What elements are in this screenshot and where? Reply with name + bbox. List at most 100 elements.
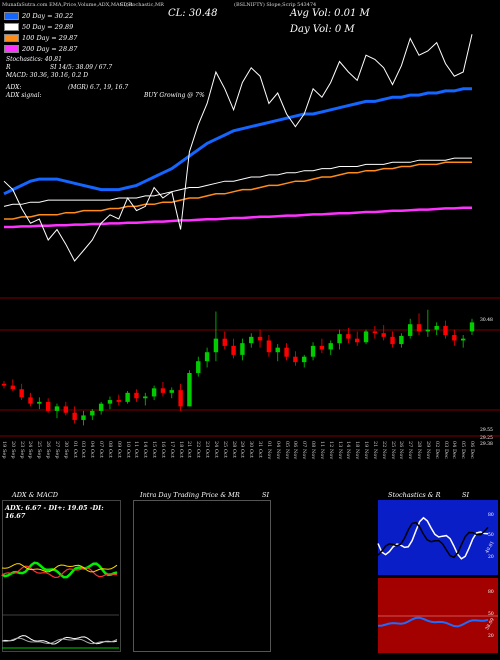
- stoch-tick-20: 20: [488, 555, 494, 560]
- candle-body: [381, 333, 386, 337]
- candle-body: [346, 334, 351, 339]
- candle-body: [98, 403, 104, 411]
- candle-body: [125, 392, 130, 402]
- candle-body: [28, 397, 33, 404]
- date-tick: 25 Oct: [221, 441, 228, 458]
- date-tick: 30 Oct: [248, 441, 255, 458]
- stoch-panel-si: SI: [462, 491, 470, 499]
- candle-body: [90, 410, 95, 416]
- date-tick: 02 Dec: [433, 441, 440, 459]
- candle-body: [363, 331, 369, 343]
- header-title-mid: SI,Stochastic,MR: [120, 2, 164, 8]
- adx-signal-value: BUY Growing @ 7%: [144, 92, 205, 99]
- candle-body: [355, 338, 360, 343]
- date-tick: 23 Sep: [18, 441, 25, 459]
- date-tick: 07 Oct: [98, 441, 105, 458]
- candle-body: [143, 396, 148, 399]
- candle-body: [407, 324, 413, 336]
- legend-ema20-swatch: [4, 11, 19, 20]
- date-tick: 25 Sep: [36, 441, 43, 459]
- legend-ema200-swatch: [4, 44, 19, 53]
- candle-body: [81, 415, 86, 420]
- macd-info: MACD: 30.36, 30.16, 0.2 D: [6, 72, 89, 79]
- rsi-lines: [377, 615, 498, 628]
- date-tick: 01 Oct: [71, 441, 78, 458]
- candle-body: [372, 331, 378, 334]
- candle-body: [240, 343, 245, 355]
- date-tick: 18 Oct: [177, 441, 184, 458]
- header-title-right: (BSLNIFTY) Slope,Scrip 543474: [234, 2, 317, 8]
- adx-text: ADX: 6.67 - DI+: 19.05 -DI: 16.67: [5, 504, 104, 520]
- date-tick: 03 Oct: [80, 441, 87, 458]
- candle-body: [399, 335, 404, 345]
- candle-body: [134, 392, 139, 399]
- stoch-panel: [378, 500, 498, 575]
- legend-ema50-swatch: [4, 22, 19, 31]
- ema-line-1: [3, 87, 472, 196]
- candle-body: [390, 336, 395, 345]
- date-tick: 24 Sep: [27, 441, 34, 459]
- price-label-low1: 29.55: [480, 428, 493, 433]
- candle-body: [425, 329, 431, 332]
- rsi-panel: [378, 578, 498, 653]
- legend-ema20-label: 20 Day = 30.22: [22, 11, 74, 20]
- date-tick: 07 Nov: [301, 441, 308, 460]
- legend-ema50: 50 Day = 29.89: [4, 21, 77, 32]
- stoch-d-line: [377, 521, 489, 559]
- date-tick: 08 Oct: [106, 441, 113, 458]
- date-tick: 28 Nov: [416, 441, 423, 460]
- candle-body: [460, 338, 466, 341]
- date-tick: 12 Nov: [327, 441, 334, 460]
- candle-body: [37, 401, 42, 404]
- date-tick: 28 Oct: [230, 441, 237, 458]
- stoch-lines: [377, 516, 489, 560]
- date-tick: 23 Oct: [204, 441, 211, 458]
- candle-body: [63, 406, 69, 413]
- candle-body: [169, 390, 174, 393]
- candle-body: [196, 361, 201, 373]
- candle-body: [10, 385, 16, 390]
- date-tick: 25 Nov: [389, 441, 396, 460]
- candle-body: [187, 372, 192, 407]
- date-tick: 03 Dec: [442, 441, 449, 459]
- adx-signal-label: ADX signal:: [6, 92, 42, 99]
- date-tick: 11 Nov: [318, 441, 325, 460]
- legend-ema200-label: 200 Day = 28.87: [22, 44, 78, 53]
- candle-body: [222, 338, 227, 346]
- day-volume-label: Day Vol: 0 M: [290, 24, 355, 35]
- date-tick: 22 Nov: [380, 441, 387, 460]
- date-tick: 05 Dec: [460, 441, 467, 459]
- date-tick: 08 Nov: [310, 441, 317, 460]
- ema-line-2: [3, 157, 472, 207]
- candle-body: [310, 345, 316, 357]
- close-price-line: [3, 34, 473, 262]
- price-label-low3: 29.38: [480, 442, 493, 447]
- candle-body: [45, 401, 51, 411]
- date-tick: 19 Sep: [1, 441, 7, 459]
- adx-info-value: (MGR) 6.7, 19, 16.7: [68, 84, 129, 91]
- date-tick: 26 Sep: [45, 441, 52, 459]
- candle-body: [160, 388, 166, 393]
- candle-body: [452, 335, 457, 341]
- ema-legend: 20 Day = 30.22 50 Day = 29.89 100 Day = …: [4, 10, 77, 54]
- candle-body: [328, 343, 333, 350]
- candle-body: [434, 326, 439, 330]
- date-tick: 26 Nov: [398, 441, 405, 460]
- candle-body: [204, 352, 210, 362]
- rsi-tick-50: 50: [488, 612, 494, 617]
- legend-ema100-swatch: [4, 33, 19, 42]
- candle-body: [19, 389, 24, 398]
- price-label-current: 30.48: [480, 318, 493, 323]
- candle-body: [302, 356, 307, 363]
- stoch-panel-title: Stochastics & R: [388, 491, 441, 499]
- candle-body: [72, 412, 77, 420]
- candle-body: [284, 347, 289, 357]
- date-tick: 22 Oct: [195, 441, 202, 458]
- legend-ema200: 200 Day = 28.87: [4, 43, 77, 54]
- adx-lines: [1, 561, 119, 649]
- date-tick: 16 Oct: [159, 441, 166, 458]
- legend-ema100-label: 100 Day = 29.87: [22, 33, 78, 42]
- date-tick: 29 Nov: [424, 441, 431, 460]
- candle-body: [416, 324, 422, 332]
- candle-body: [249, 336, 254, 344]
